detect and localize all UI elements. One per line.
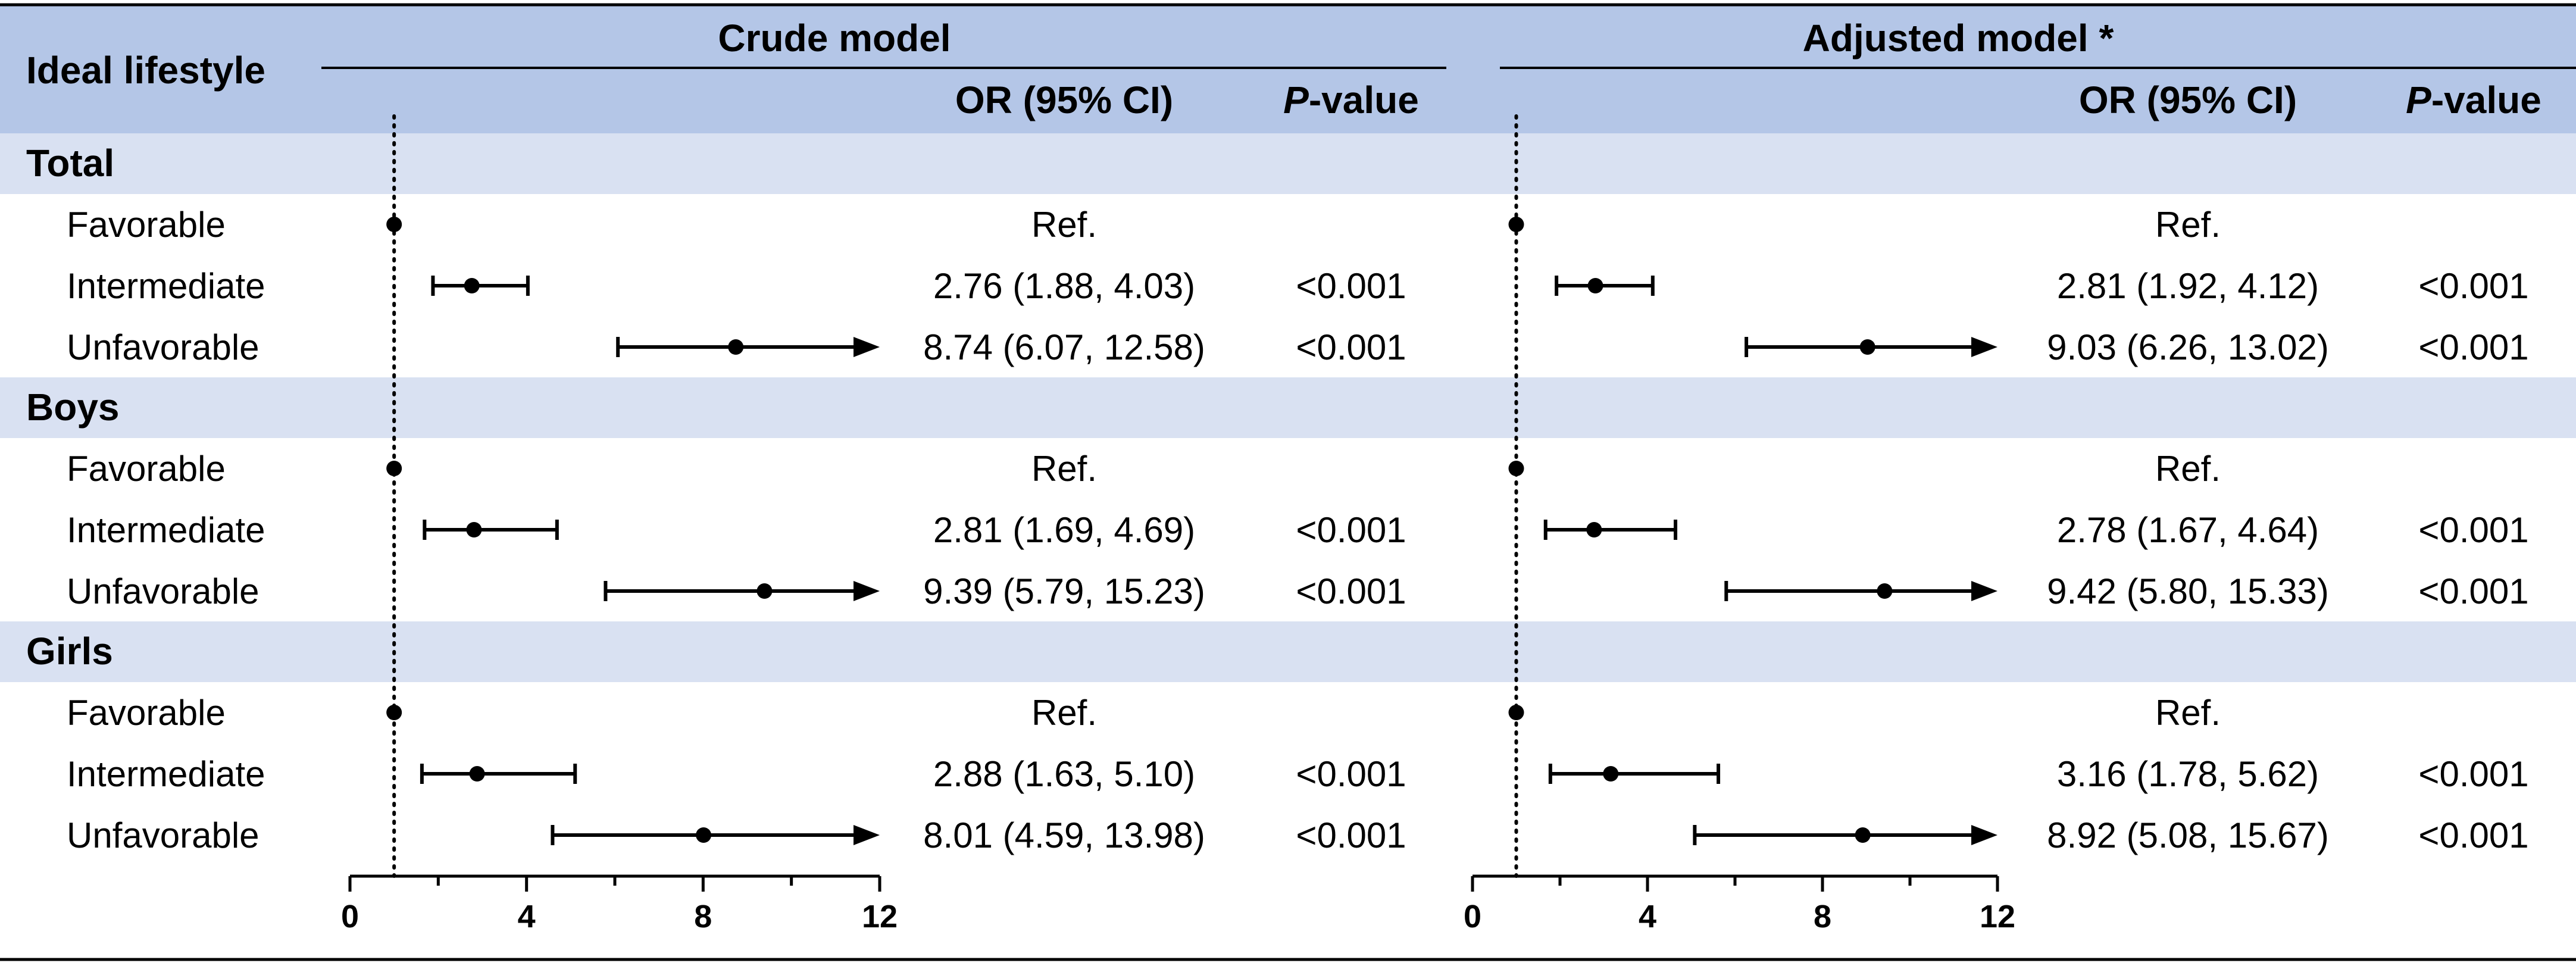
crude-p-value: <0.001 — [1296, 815, 1406, 855]
adjusted-tick-label: 12 — [1980, 899, 2015, 934]
group-bands — [0, 133, 2576, 682]
crude-point-estimate — [386, 461, 402, 476]
adjusted-point-estimate — [1855, 827, 1871, 843]
group-label-girls: Girls — [26, 630, 113, 673]
crude-point-estimate — [464, 278, 480, 293]
crude-or-value: Ref. — [1031, 449, 1097, 489]
adjusted-point-estimate — [1586, 522, 1602, 537]
adjusted-p-value: <0.001 — [2418, 327, 2528, 367]
adjusted-or-value: 2.81 (1.92, 4.12) — [2057, 266, 2319, 306]
adjusted-point-estimate — [1603, 766, 1619, 782]
crude-point-estimate — [469, 766, 485, 782]
adjusted-point-estimate — [1508, 461, 1524, 476]
crude-or-header: OR (95% CI) — [955, 79, 1173, 121]
crude-tick-label: 4 — [518, 899, 536, 934]
crude-or-value: 2.76 (1.88, 4.03) — [933, 266, 1195, 306]
crude-tick-label: 12 — [862, 899, 898, 934]
crude-or-value: 2.81 (1.69, 4.69) — [933, 510, 1195, 550]
crude-model-title: Crude model — [718, 17, 951, 60]
adjusted-tick-label: 8 — [1814, 899, 1831, 934]
row-label: Favorable — [67, 693, 226, 733]
row-label: Unfavorable — [67, 327, 260, 367]
group-band-girls — [0, 621, 2576, 682]
adjusted-p-value: <0.001 — [2418, 754, 2528, 794]
crude-point-estimate — [756, 583, 773, 599]
row-label: Intermediate — [67, 754, 265, 794]
adjusted-point-estimate — [1508, 705, 1524, 720]
adjusted-point-estimate — [1859, 339, 1875, 355]
crude-or-value: 9.39 (5.79, 15.23) — [923, 571, 1205, 611]
adjusted-or-value: Ref. — [2155, 693, 2221, 733]
adjusted-or-value: 9.03 (6.26, 13.02) — [2047, 327, 2329, 367]
row-label: Unfavorable — [67, 815, 260, 855]
crude-point-estimate — [386, 217, 402, 232]
crude-or-value: 8.01 (4.59, 13.98) — [923, 815, 1205, 855]
crude-p-value: <0.001 — [1296, 327, 1406, 367]
adjusted-p-value: <0.001 — [2418, 571, 2528, 611]
crude-p-value: <0.001 — [1296, 510, 1406, 550]
crude-point-estimate — [728, 339, 744, 355]
crude-or-value: 8.74 (6.07, 12.58) — [923, 327, 1205, 367]
adjusted-p-value: <0.001 — [2418, 815, 2528, 855]
crude-point-estimate — [466, 522, 482, 537]
crude-point-estimate — [696, 827, 712, 843]
adjusted-tick-label: 4 — [1639, 899, 1656, 934]
row-label: Intermediate — [67, 510, 265, 550]
adjusted-model-title: Adjusted model * — [1803, 17, 2114, 60]
adjusted-ci-arrow — [1971, 581, 1997, 601]
adjusted-or-value: 9.42 (5.80, 15.33) — [2047, 571, 2329, 611]
crude-ci-arrow — [854, 337, 880, 357]
crude-or-value: Ref. — [1031, 693, 1097, 733]
row-label: Intermediate — [67, 266, 265, 306]
adjusted-model-panel: Adjusted model * OR (95% CI) P-value 0 4 8 12 R… — [1464, 17, 2576, 934]
crude-p-value: <0.001 — [1296, 571, 1406, 611]
adjusted-or-header: OR (95% CI) — [2079, 79, 2297, 121]
crude-p-value: <0.001 — [1296, 754, 1406, 794]
adjusted-p-value: <0.001 — [2418, 510, 2528, 550]
row-labels: Total Favorable Intermediate Unfavorable Boy… — [26, 142, 265, 855]
adjusted-or-value: Ref. — [2155, 449, 2221, 489]
crude-p-header: P-value — [1283, 79, 1419, 121]
crude-ci-arrow — [854, 825, 880, 845]
group-band-boys — [0, 377, 2576, 438]
crude-tick-label: 8 — [694, 899, 712, 934]
adjusted-point-estimate — [1877, 583, 1893, 599]
adjusted-ci-arrow — [1971, 825, 1997, 845]
adjusted-ci-arrow — [1971, 337, 1997, 357]
adjusted-or-value: 3.16 (1.78, 5.62) — [2057, 754, 2319, 794]
adjusted-point-estimate — [1508, 217, 1524, 232]
group-label-total: Total — [26, 142, 114, 185]
group-band-total — [0, 133, 2576, 194]
crude-point-estimate — [386, 705, 402, 720]
row-label: Favorable — [67, 449, 226, 489]
row-label: Unfavorable — [67, 571, 260, 611]
row-header-label: Ideal lifestyle — [26, 49, 265, 92]
adjusted-tick-label: 0 — [1464, 899, 1481, 934]
crude-or-value: 2.88 (1.63, 5.10) — [933, 754, 1195, 794]
crude-ci-arrow — [854, 581, 880, 601]
crude-or-value: Ref. — [1031, 205, 1097, 245]
adjusted-point-estimate — [1587, 278, 1603, 293]
crude-tick-label: 0 — [341, 899, 359, 934]
adjusted-p-header: P-value — [2406, 79, 2541, 121]
adjusted-or-value: 8.92 (5.08, 15.67) — [2047, 815, 2329, 855]
row-label: Favorable — [67, 205, 226, 245]
group-label-boys: Boys — [26, 386, 120, 429]
adjusted-or-value: Ref. — [2155, 205, 2221, 245]
crude-p-value: <0.001 — [1296, 266, 1406, 306]
adjusted-or-value: 2.78 (1.67, 4.64) — [2057, 510, 2319, 550]
adjusted-p-value: <0.001 — [2418, 266, 2528, 306]
